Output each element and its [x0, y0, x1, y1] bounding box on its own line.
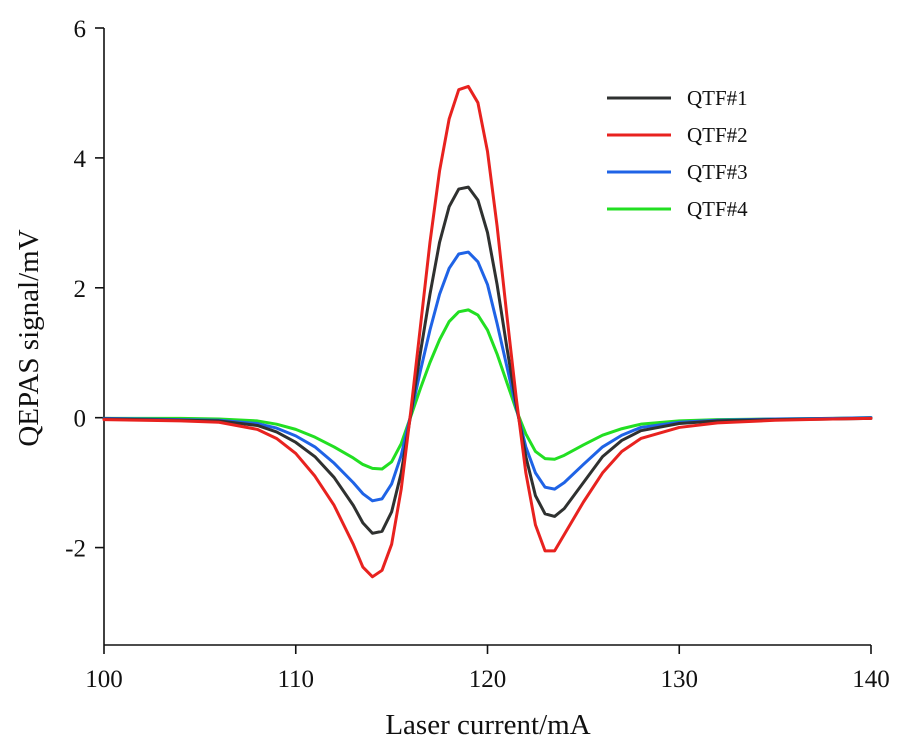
series-line-qtf-1	[102, 185, 873, 535]
x-tick-label: 130	[661, 666, 699, 693]
y-tick-label: 0	[74, 406, 87, 433]
y-tick-label: 6	[74, 16, 87, 43]
series-layer	[102, 84, 873, 579]
y-axis-title: QEPAS signal/mV	[13, 229, 45, 446]
x-axis-title: Laser current/mA	[385, 709, 590, 741]
legend: QTF#1 QTF#2 QTF#3 QTF#4	[607, 86, 748, 221]
axes: 100 110 120 130 140 -2 0 2 4 6	[65, 16, 890, 693]
x-tick-label: 120	[469, 666, 507, 693]
series-line-qtf-3	[102, 250, 873, 503]
x-tick-label: 100	[85, 666, 123, 693]
legend-label: QTF#1	[687, 86, 748, 110]
series-line-qtf-2	[102, 84, 873, 579]
y-tick-label: 4	[74, 146, 87, 173]
series-line-qtf-4	[102, 308, 873, 471]
legend-label: QTF#4	[687, 197, 748, 221]
y-tick-label: 2	[74, 276, 87, 303]
legend-label: QTF#3	[687, 160, 748, 184]
legend-label: QTF#2	[687, 123, 748, 147]
y-tick-label: -2	[65, 536, 86, 563]
x-tick-label: 140	[852, 666, 890, 693]
x-tick-label: 110	[277, 666, 314, 693]
